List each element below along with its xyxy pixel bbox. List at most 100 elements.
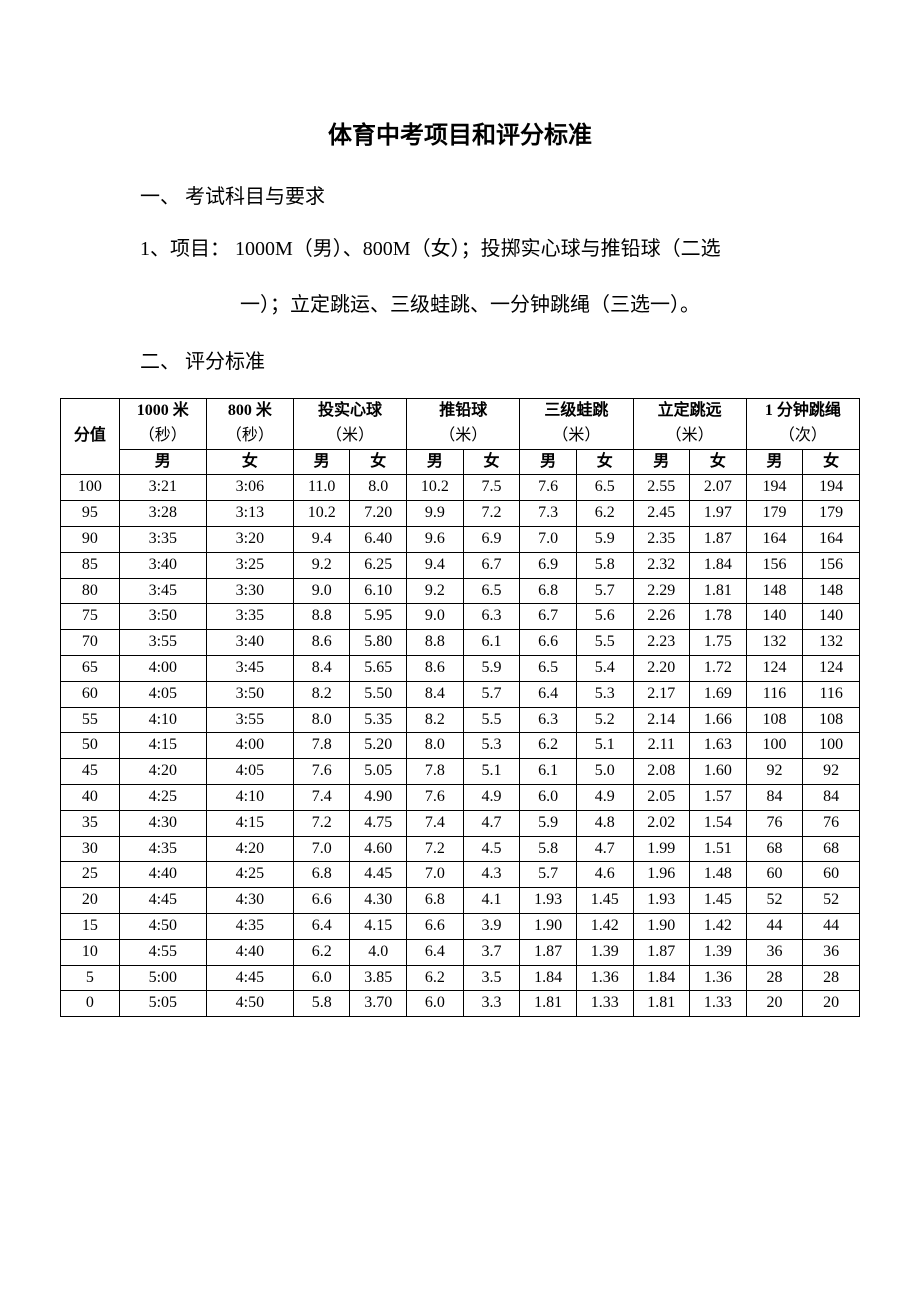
cell-value: 5.5 (463, 707, 520, 733)
cell-value: 9.2 (407, 578, 464, 604)
cell-value: 1.78 (690, 604, 747, 630)
cell-value: 4.6 (576, 862, 633, 888)
cell-value: 4.9 (463, 784, 520, 810)
cell-value: 2.55 (633, 475, 690, 501)
cell-value: 4:15 (206, 810, 293, 836)
cell-value: 7.6 (293, 759, 350, 785)
cell-value: 8.2 (293, 681, 350, 707)
cell-value: 5.5 (576, 630, 633, 656)
cell-value: 1.42 (576, 913, 633, 939)
table-row: 803:453:309.06.109.26.56.85.72.291.81148… (61, 578, 860, 604)
cell-value: 5.35 (350, 707, 407, 733)
cell-value: 2.35 (633, 526, 690, 552)
cell-value: 2.07 (690, 475, 747, 501)
cell-value: 5.9 (576, 526, 633, 552)
cell-value: 4:40 (206, 939, 293, 965)
cell-value: 68 (746, 836, 803, 862)
section-2-heading: 二、 评分标准 (140, 345, 860, 374)
cell-value: 52 (746, 888, 803, 914)
cell-value: 4.3 (463, 862, 520, 888)
table-row: 354:304:157.24.757.44.75.94.82.021.54767… (61, 810, 860, 836)
cell-value: 44 (746, 913, 803, 939)
cell-score: 45 (61, 759, 120, 785)
cell-value: 3:20 (206, 526, 293, 552)
cell-value: 4.1 (463, 888, 520, 914)
cell-value: 3:13 (206, 501, 293, 527)
cell-score: 55 (61, 707, 120, 733)
cell-value: 116 (746, 681, 803, 707)
cell-value: 4:35 (206, 913, 293, 939)
cell-value: 9.0 (407, 604, 464, 630)
cell-value: 4:55 (119, 939, 206, 965)
table-row: 504:154:007.85.208.05.36.25.12.111.63100… (61, 733, 860, 759)
sub-jumprope-m: 男 (746, 449, 803, 475)
cell-value: 4.30 (350, 888, 407, 914)
cell-value: 7.2 (293, 810, 350, 836)
cell-score: 5 (61, 965, 120, 991)
cell-value: 1.97 (690, 501, 747, 527)
cell-value: 1.93 (633, 888, 690, 914)
table-row: 953:283:1310.27.209.97.27.36.22.451.9717… (61, 501, 860, 527)
cell-value: 3:06 (206, 475, 293, 501)
cell-value: 7.0 (293, 836, 350, 862)
cell-value: 9.9 (407, 501, 464, 527)
cell-value: 5:00 (119, 965, 206, 991)
table-row: 604:053:508.25.508.45.76.45.32.171.69116… (61, 681, 860, 707)
cell-value: 7.6 (520, 475, 577, 501)
cell-value: 6.2 (576, 501, 633, 527)
cell-value: 6.4 (407, 939, 464, 965)
cell-value: 2.05 (633, 784, 690, 810)
cell-value: 3.5 (463, 965, 520, 991)
cell-value: 68 (803, 836, 860, 862)
cell-value: 4.5 (463, 836, 520, 862)
cell-value: 3:55 (206, 707, 293, 733)
cell-value: 179 (746, 501, 803, 527)
cell-value: 11.0 (293, 475, 350, 501)
cell-value: 2.14 (633, 707, 690, 733)
cell-value: 60 (746, 862, 803, 888)
cell-value: 5.8 (576, 552, 633, 578)
cell-value: 1.87 (520, 939, 577, 965)
cell-value: 4:10 (206, 784, 293, 810)
cell-value: 7.6 (407, 784, 464, 810)
cell-value: 8.0 (293, 707, 350, 733)
cell-value: 1.75 (690, 630, 747, 656)
cell-value: 1.45 (576, 888, 633, 914)
cell-value: 8.4 (407, 681, 464, 707)
cell-value: 5.4 (576, 655, 633, 681)
cell-value: 1.45 (690, 888, 747, 914)
cell-value: 2.29 (633, 578, 690, 604)
cell-value: 5.0 (576, 759, 633, 785)
cell-value: 1.54 (690, 810, 747, 836)
cell-value: 4:25 (119, 784, 206, 810)
cell-value: 179 (803, 501, 860, 527)
cell-value: 4:10 (119, 707, 206, 733)
cell-value: 10.2 (407, 475, 464, 501)
cell-value: 4:05 (119, 681, 206, 707)
cell-value: 6.9 (463, 526, 520, 552)
cell-value: 5.7 (576, 578, 633, 604)
cell-value: 1.66 (690, 707, 747, 733)
cell-score: 40 (61, 784, 120, 810)
cell-value: 4.75 (350, 810, 407, 836)
cell-value: 5.05 (350, 759, 407, 785)
cell-value: 3.85 (350, 965, 407, 991)
cell-value: 5.20 (350, 733, 407, 759)
cell-score: 65 (61, 655, 120, 681)
cell-value: 1.39 (690, 939, 747, 965)
cell-value: 4:20 (119, 759, 206, 785)
cell-value: 3:35 (119, 526, 206, 552)
cell-value: 148 (746, 578, 803, 604)
cell-value: 4.9 (576, 784, 633, 810)
cell-value: 7.8 (407, 759, 464, 785)
sub-solidball-m: 男 (293, 449, 350, 475)
cell-value: 140 (746, 604, 803, 630)
cell-value: 28 (746, 965, 803, 991)
cell-value: 3.9 (463, 913, 520, 939)
cell-value: 1.81 (633, 991, 690, 1017)
cell-value: 1.51 (690, 836, 747, 862)
col-jumprope-title: 1 分钟跳绳 (746, 399, 859, 424)
table-row: 554:103:558.05.358.25.56.35.22.141.66108… (61, 707, 860, 733)
cell-value: 4:45 (119, 888, 206, 914)
sub-800m-female: 女 (206, 449, 293, 475)
